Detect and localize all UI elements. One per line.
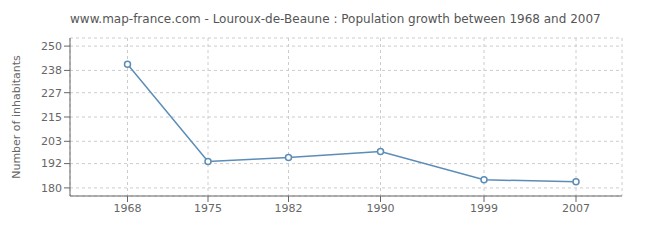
svg-text:1999: 1999 <box>470 202 498 215</box>
svg-text:203: 203 <box>41 135 62 148</box>
svg-text:1982: 1982 <box>275 202 303 215</box>
html-text:www.map-france.com - Louroux-d: www.map-france.com - Louroux-de-Beaune :… <box>70 12 601 26</box>
svg-text:227: 227 <box>41 87 62 100</box>
svg-text:180: 180 <box>41 182 62 195</box>
svg-text:215: 215 <box>41 111 62 124</box>
svg-text:1990: 1990 <box>367 202 395 215</box>
svg-text:1968: 1968 <box>114 202 142 215</box>
svg-text:250: 250 <box>41 40 62 53</box>
svg-text:192: 192 <box>41 157 62 170</box>
svg-text:1975: 1975 <box>194 202 222 215</box>
svg-text:Number of inhabitants: Number of inhabitants <box>10 55 23 179</box>
svg-text:238: 238 <box>41 64 62 77</box>
svg-text:2007: 2007 <box>562 202 590 215</box>
